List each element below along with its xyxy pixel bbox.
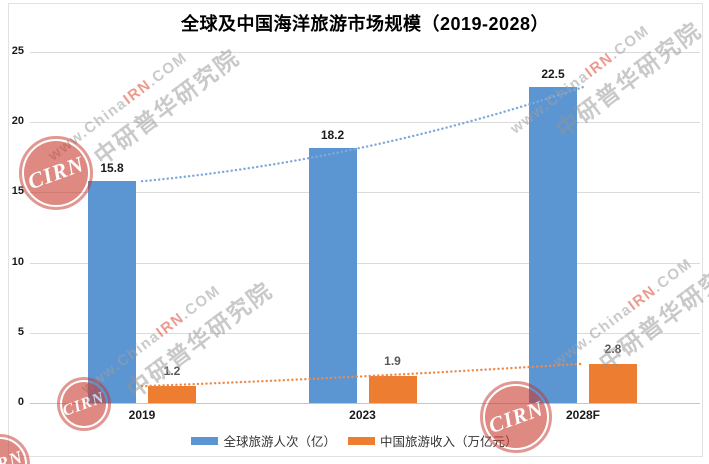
value-label: 1.2 bbox=[163, 364, 181, 379]
bar-series1-2023 bbox=[368, 376, 417, 403]
y-tick-label: 20 bbox=[11, 115, 24, 128]
gridline bbox=[30, 192, 700, 194]
legend-swatch-china bbox=[348, 436, 375, 445]
bar-series0-2028F bbox=[529, 87, 577, 403]
value-label: 15.8 bbox=[100, 161, 124, 176]
legend-label-china: 中国旅游收入（万亿元） bbox=[380, 435, 518, 449]
y-tick-label: 5 bbox=[17, 325, 24, 338]
gridline bbox=[30, 52, 700, 53]
gridline bbox=[30, 332, 700, 334]
legend-label-global: 全球旅游人次（亿） bbox=[223, 435, 336, 449]
legend-swatch-global bbox=[191, 436, 219, 445]
gridline bbox=[30, 122, 700, 124]
legend-item-global: 全球旅游人次（亿） bbox=[191, 431, 336, 450]
y-tick-label: 10 bbox=[11, 255, 24, 268]
legend: 全球旅游人次（亿） 中国旅游收入（万亿元） bbox=[0, 431, 709, 450]
x-axis-label: 2023 bbox=[349, 408, 376, 422]
value-label: 22.5 bbox=[541, 67, 565, 82]
x-axis-label: 2028F bbox=[565, 408, 601, 422]
legend-item-china: 中国旅游收入（万亿元） bbox=[348, 431, 518, 450]
chart-title: 全球及中国海洋旅游市场规模（2019-2028） bbox=[180, 14, 550, 34]
chart-frame bbox=[8, 3, 703, 457]
bar-series0-2023 bbox=[308, 147, 357, 403]
bar-series1-2028F bbox=[589, 363, 637, 403]
y-tick-label: 25 bbox=[11, 45, 24, 57]
bar-series1-2019 bbox=[148, 386, 196, 403]
y-tick-label: 0 bbox=[17, 396, 24, 408]
value-label: 1.9 bbox=[384, 354, 401, 369]
value-label: 18.2 bbox=[320, 127, 345, 142]
x-axis-label: 2019 bbox=[128, 408, 156, 422]
value-label: 2.8 bbox=[604, 341, 622, 356]
gridline bbox=[30, 262, 700, 264]
bar-series0-2019 bbox=[88, 181, 136, 403]
y-tick-label: 15 bbox=[11, 185, 24, 198]
gridline bbox=[30, 403, 700, 404]
